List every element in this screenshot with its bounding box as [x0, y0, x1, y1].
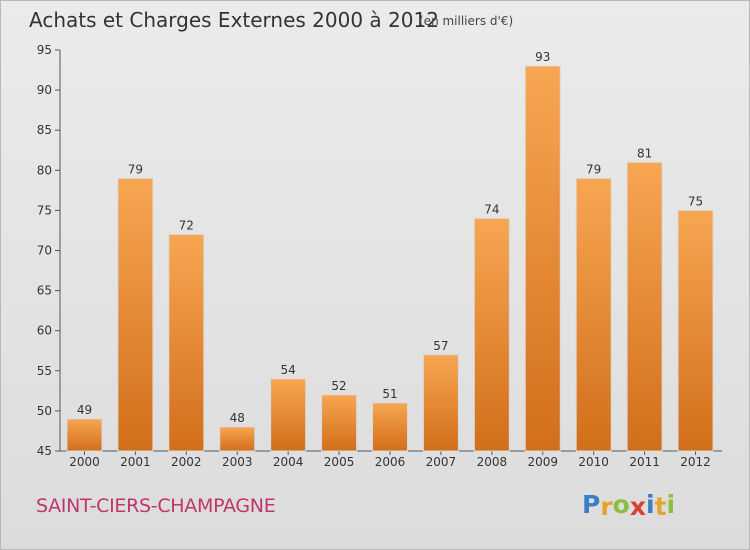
x-tick-label: 2012	[680, 455, 711, 469]
data-label: 51	[382, 387, 397, 401]
data-label: 52	[331, 379, 346, 393]
data-label: 54	[281, 363, 296, 377]
data-label: 57	[433, 339, 448, 353]
data-label: 48	[230, 411, 245, 425]
place-name: SAINT-CIERS-CHAMPAGNE	[36, 495, 276, 517]
bar	[66, 418, 103, 452]
y-tick-label: 50	[37, 404, 52, 418]
logo-letter: r	[600, 492, 613, 521]
x-tick-label: 2001	[120, 455, 151, 469]
logo-letter: x	[629, 492, 646, 521]
data-label: 74	[484, 202, 499, 216]
bar	[372, 402, 408, 452]
bar	[219, 426, 256, 452]
bars	[66, 65, 714, 452]
x-tick-label: 2005	[324, 455, 355, 469]
y-tick-label: 95	[37, 43, 52, 57]
chart-subtitle: (en milliers d'€)	[419, 14, 514, 28]
data-label: 79	[128, 162, 143, 176]
chart-title: Achats et Charges Externes 2000 à 2012	[29, 8, 439, 32]
logo-letter: P	[582, 490, 601, 519]
x-tick-label: 2007	[426, 455, 457, 469]
data-label: 75	[688, 194, 703, 208]
x-tick-label: 2000	[69, 455, 100, 469]
data-labels: 49 79 72 48 54 52 51 57 74 93 79 81 75	[77, 50, 703, 425]
logo-letter: t	[654, 492, 667, 521]
x-tick-label: 2011	[629, 455, 660, 469]
logo-letter: o	[612, 490, 630, 519]
bar	[575, 177, 612, 452]
bar	[626, 161, 663, 452]
y-tick-label: 90	[37, 83, 52, 97]
y-tick-label: 70	[37, 244, 52, 258]
y-tick-label: 60	[37, 324, 52, 338]
y-tick-label: 65	[37, 284, 52, 298]
y-tick-label: 55	[37, 364, 52, 378]
y-tick-label: 85	[37, 123, 52, 137]
y-tick-label: 80	[37, 163, 52, 177]
x-tick-label: 2009	[527, 455, 558, 469]
bar	[473, 217, 510, 452]
x-tick-label: 2002	[171, 455, 202, 469]
bar	[677, 209, 714, 452]
proxiti-logo[interactable]: Proxiti	[582, 490, 676, 521]
y-tick-label: 45	[37, 444, 52, 458]
x-tick-label: 2008	[477, 455, 508, 469]
data-label: 81	[637, 146, 652, 160]
x-tick-label: 2006	[375, 455, 406, 469]
bar	[270, 378, 307, 452]
x-tick-label: 2004	[273, 455, 304, 469]
logo-letter: i	[666, 490, 676, 519]
bar	[117, 177, 154, 452]
bar	[422, 354, 459, 452]
data-label: 72	[179, 218, 194, 232]
bar	[321, 394, 358, 452]
logo-letter: i	[646, 490, 655, 519]
x-tick-label: 2010	[578, 455, 609, 469]
bar	[524, 65, 561, 452]
x-tick-label: 2003	[222, 455, 253, 469]
bar	[168, 233, 205, 452]
y-tick-label: 75	[37, 203, 52, 217]
data-label: 93	[535, 50, 550, 64]
data-label: 49	[77, 403, 92, 417]
data-label: 79	[586, 162, 601, 176]
